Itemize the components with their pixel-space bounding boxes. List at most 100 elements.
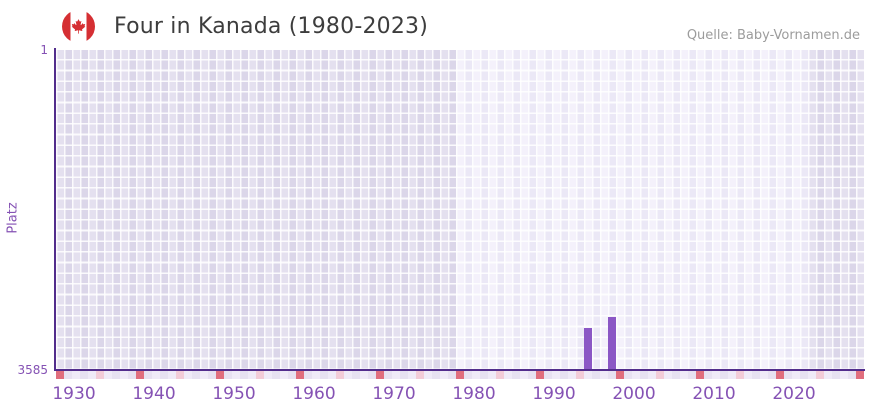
strip-cell bbox=[112, 371, 120, 379]
strip-cell bbox=[384, 371, 392, 379]
strip-cell bbox=[520, 371, 528, 379]
strip-marker-red bbox=[376, 371, 384, 379]
strip-cell bbox=[832, 371, 840, 379]
strip-cell bbox=[408, 371, 416, 379]
strip-marker-pink bbox=[656, 371, 664, 379]
strip-cell bbox=[440, 371, 448, 379]
strip-cell bbox=[168, 371, 176, 379]
strip-cell bbox=[240, 371, 248, 379]
strip-cell bbox=[504, 371, 512, 379]
strip-cell bbox=[160, 371, 168, 379]
strip-cell bbox=[672, 371, 680, 379]
strip-cell bbox=[640, 371, 648, 379]
strip-marker-pink bbox=[416, 371, 424, 379]
strip-cell bbox=[824, 371, 832, 379]
maple-leaf-icon bbox=[71, 19, 86, 34]
strip-cell bbox=[752, 371, 760, 379]
strip-cell bbox=[528, 371, 536, 379]
strip-cell bbox=[208, 371, 216, 379]
strip-cell bbox=[192, 371, 200, 379]
x-tick-1970: 1970 bbox=[372, 384, 416, 404]
strip-cell bbox=[88, 371, 96, 379]
strip-cell bbox=[232, 371, 240, 379]
strip-cell bbox=[728, 371, 736, 379]
x-tick-1950: 1950 bbox=[212, 384, 256, 404]
strip-marker-red bbox=[856, 371, 864, 379]
chart-title: Four in Kanada (1980-2023) bbox=[114, 14, 429, 39]
strip-cell bbox=[784, 371, 792, 379]
source-credit: Quelle: Baby-Vornamen.de bbox=[686, 28, 860, 43]
strip-marker-red bbox=[616, 371, 624, 379]
strip-marker-red bbox=[136, 371, 144, 379]
strip-cell bbox=[320, 371, 328, 379]
strip-cell bbox=[64, 371, 72, 379]
x-tick-1940: 1940 bbox=[132, 384, 176, 404]
strip-marker-pink bbox=[496, 371, 504, 379]
strip-cell bbox=[152, 371, 160, 379]
strip-cell bbox=[464, 371, 472, 379]
strip-cell bbox=[792, 371, 800, 379]
strip-cell bbox=[480, 371, 488, 379]
canada-flag-icon bbox=[62, 10, 95, 43]
decade-strip bbox=[56, 371, 864, 379]
strip-cell bbox=[280, 371, 288, 379]
strip-cell bbox=[768, 371, 776, 379]
strip-cell bbox=[448, 371, 456, 379]
strip-marker-pink bbox=[256, 371, 264, 379]
strip-cell bbox=[344, 371, 352, 379]
strip-cell bbox=[104, 371, 112, 379]
strip-cell bbox=[248, 371, 256, 379]
strip-cell bbox=[664, 371, 672, 379]
strip-cell bbox=[184, 371, 192, 379]
strip-cell bbox=[312, 371, 320, 379]
strip-cell bbox=[304, 371, 312, 379]
strip-cell bbox=[144, 371, 152, 379]
strip-marker-red bbox=[776, 371, 784, 379]
strip-cell bbox=[352, 371, 360, 379]
strip-cell bbox=[648, 371, 656, 379]
strip-marker-pink bbox=[576, 371, 584, 379]
strip-cell bbox=[704, 371, 712, 379]
y-axis-min-tick: 3585 bbox=[17, 363, 48, 377]
strip-cell bbox=[288, 371, 296, 379]
strip-cell bbox=[688, 371, 696, 379]
rank-bar-1994[interactable] bbox=[584, 328, 592, 370]
strip-cell bbox=[608, 371, 616, 379]
x-tick-2010: 2010 bbox=[692, 384, 736, 404]
strip-cell bbox=[552, 371, 560, 379]
strip-cell bbox=[328, 371, 336, 379]
rank-bar-1997[interactable] bbox=[608, 316, 616, 370]
strip-cell bbox=[840, 371, 848, 379]
strip-marker-red bbox=[696, 371, 704, 379]
x-tick-1960: 1960 bbox=[292, 384, 336, 404]
strip-cell bbox=[600, 371, 608, 379]
y-axis-max-tick: 1 bbox=[40, 43, 48, 57]
strip-marker-pink bbox=[736, 371, 744, 379]
strip-marker-red bbox=[536, 371, 544, 379]
x-axis-labels: 1930 1940 1950 1960 1970 1980 1990 2000 2010 2020 bbox=[0, 384, 873, 406]
x-tick-2000: 2000 bbox=[612, 384, 656, 404]
strip-marker-red bbox=[456, 371, 464, 379]
strip-cell bbox=[544, 371, 552, 379]
strip-cell bbox=[568, 371, 576, 379]
strip-cell bbox=[760, 371, 768, 379]
strip-cell bbox=[512, 371, 520, 379]
strip-cell bbox=[848, 371, 856, 379]
strip-marker-pink bbox=[96, 371, 104, 379]
strip-cell bbox=[264, 371, 272, 379]
strip-cell bbox=[712, 371, 720, 379]
strip-marker-red bbox=[56, 371, 64, 379]
strip-cell bbox=[368, 371, 376, 379]
x-axis-line bbox=[54, 369, 865, 371]
strip-cell bbox=[272, 371, 280, 379]
x-tick-1980: 1980 bbox=[452, 384, 496, 404]
y-axis-title: Platz bbox=[5, 202, 21, 234]
strip-cell bbox=[360, 371, 368, 379]
x-tick-1990: 1990 bbox=[532, 384, 576, 404]
x-tick-1930: 1930 bbox=[52, 384, 96, 404]
plot-area[interactable] bbox=[56, 50, 864, 370]
strip-cell bbox=[624, 371, 632, 379]
strip-cell bbox=[472, 371, 480, 379]
strip-marker-red bbox=[296, 371, 304, 379]
